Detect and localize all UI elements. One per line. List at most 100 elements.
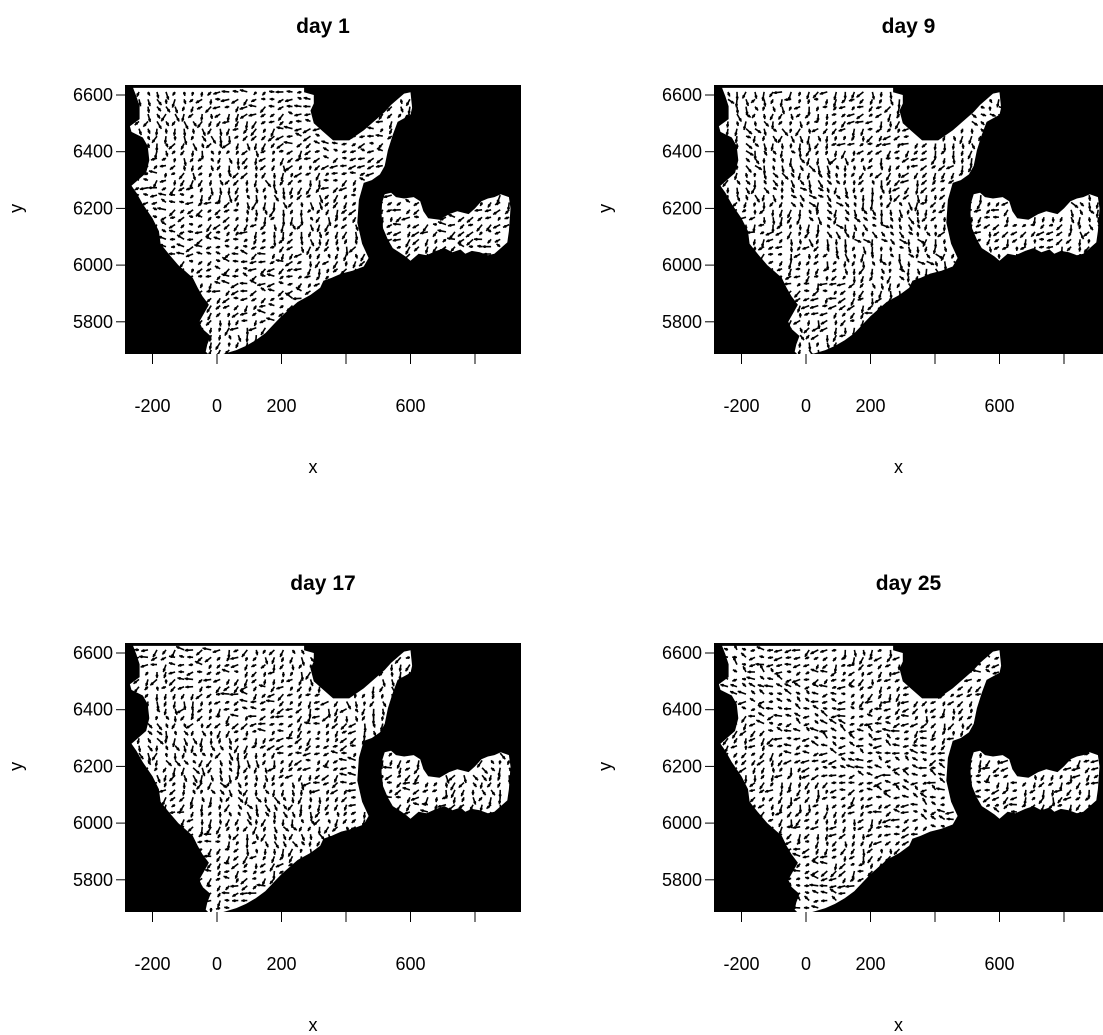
vector-arrowhead xyxy=(798,343,802,347)
panels: day 1-200 0 200 60058006000620064006600xyda… xyxy=(6,15,1103,1035)
vector-arrowhead xyxy=(225,898,229,902)
vector-arrowhead xyxy=(244,801,248,804)
vector-arrowhead xyxy=(411,797,415,801)
vector-arrowhead xyxy=(273,242,277,246)
vector-arrowhead xyxy=(352,193,356,197)
vector-arrowhead xyxy=(722,183,726,187)
vector-arrowhead xyxy=(335,738,339,742)
vector-arrowhead xyxy=(223,305,227,309)
vector-arrowhead xyxy=(1036,233,1040,236)
vector-arrowhead xyxy=(300,241,304,245)
vector-arrowhead xyxy=(216,313,220,317)
vector-arrowhead xyxy=(785,176,788,180)
y-tick-label: 5800 xyxy=(73,870,113,890)
vector-arrowhead xyxy=(833,344,837,347)
vector-arrowhead xyxy=(879,258,883,262)
y-tick-label: 6400 xyxy=(662,142,702,162)
vector-arrowhead xyxy=(968,168,971,172)
vector-arrowhead xyxy=(219,191,223,194)
vector-arrowhead xyxy=(296,158,299,162)
vector-arrowhead xyxy=(340,710,344,713)
vector-arrowhead xyxy=(243,137,246,141)
vector-arrowhead xyxy=(306,742,310,746)
y-axis-label: y xyxy=(6,762,26,771)
vector-arrowhead xyxy=(179,798,183,802)
vector-arrowhead xyxy=(199,885,203,889)
vector-arrowhead xyxy=(988,233,992,237)
vector-arrowhead xyxy=(327,819,331,823)
vector-arrowhead xyxy=(324,782,327,786)
vector-arrowhead xyxy=(350,782,353,785)
vector-arrowhead xyxy=(730,690,734,694)
vector-arrowhead xyxy=(253,306,257,309)
vector-arrowhead xyxy=(805,279,809,282)
vector-arrowhead xyxy=(727,92,731,96)
vector-arrowhead xyxy=(295,740,299,744)
vector-arrowhead xyxy=(882,262,886,265)
vector-arrowhead xyxy=(815,207,819,211)
vector-arrowhead xyxy=(771,125,774,128)
vector-arrowhead xyxy=(298,97,302,100)
vector-arrowhead xyxy=(394,233,397,236)
vector-arrowhead xyxy=(449,214,452,217)
vector-arrowhead xyxy=(838,283,841,287)
vector-arrowhead xyxy=(252,246,255,250)
vector-arrowhead xyxy=(889,211,893,215)
vector-arrowhead xyxy=(275,844,279,848)
vector-arrowhead xyxy=(165,143,169,147)
vector-arrowhead xyxy=(407,233,411,237)
vector-arrowhead xyxy=(985,215,989,219)
vector-arrowhead xyxy=(279,281,283,285)
vector-arrowhead xyxy=(334,148,338,152)
vector-arrowhead xyxy=(301,676,304,680)
vector-arrowhead xyxy=(886,177,889,180)
vector-arrowhead xyxy=(405,243,409,247)
vector-arrowhead xyxy=(341,780,345,784)
vector-arrowhead xyxy=(267,273,271,277)
vector-arrowhead xyxy=(335,241,339,245)
vector-arrowhead xyxy=(861,309,864,312)
vector-arrowhead xyxy=(215,755,219,759)
vector-arrowhead xyxy=(340,748,344,751)
vector-arrowhead xyxy=(254,91,257,95)
vector-arrowhead xyxy=(169,212,173,216)
vector-arrowhead xyxy=(318,800,322,803)
vector-arrowhead xyxy=(243,869,247,873)
vector-arrowhead xyxy=(261,114,265,118)
vector-arrowhead xyxy=(152,202,156,205)
vector-arrowhead xyxy=(384,765,387,769)
vector-arrowhead xyxy=(283,806,287,809)
vector-arrowhead xyxy=(832,131,835,135)
vector-arrowhead xyxy=(144,167,148,171)
vector-arrowhead xyxy=(148,757,151,761)
vector-arrowhead xyxy=(284,141,288,144)
vector-arrowhead xyxy=(823,254,827,258)
vector-arrowhead xyxy=(906,165,910,169)
vector-arrowhead xyxy=(219,322,222,326)
vector-arrowhead xyxy=(334,767,337,771)
vector-arrowhead xyxy=(273,765,276,768)
vector-arrowhead xyxy=(776,246,780,250)
vector-arrowhead xyxy=(224,688,228,691)
vector-arrowhead xyxy=(785,282,788,286)
vector-arrowhead xyxy=(787,96,791,100)
vector-arrowhead xyxy=(1068,232,1072,236)
vector-arrowhead xyxy=(798,213,802,217)
vector-arrowhead xyxy=(906,278,910,282)
vector-arrowhead xyxy=(152,782,156,785)
vector-arrowhead xyxy=(183,132,187,136)
vector-arrowhead xyxy=(808,210,812,214)
vector-arrowhead xyxy=(992,208,995,212)
vector-arrowhead xyxy=(148,731,152,735)
vector-arrowhead xyxy=(880,202,883,206)
vector-arrowhead xyxy=(315,150,319,153)
vector-arrowhead xyxy=(811,306,814,309)
vector-arrowhead xyxy=(952,160,956,164)
vector-arrowhead xyxy=(309,665,313,668)
vector-arrowhead xyxy=(290,672,293,675)
vector-arrowhead xyxy=(833,314,837,318)
vector-arrowhead xyxy=(405,767,409,771)
vector-arrowhead xyxy=(880,221,884,225)
vector-arrowhead xyxy=(806,229,810,232)
vector-arrowhead xyxy=(745,111,749,115)
